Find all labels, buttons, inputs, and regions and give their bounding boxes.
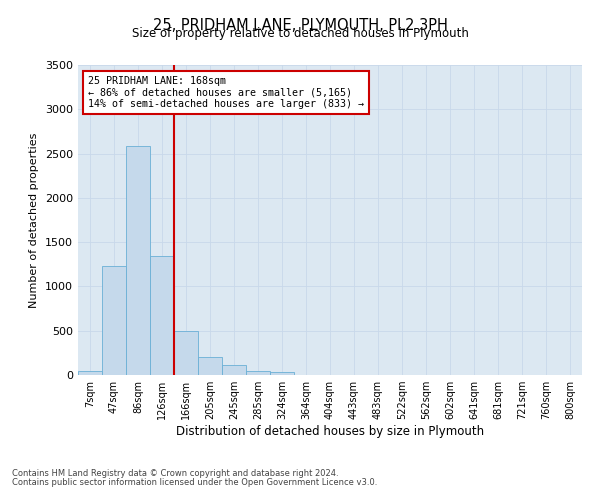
Text: Contains HM Land Registry data © Crown copyright and database right 2024.: Contains HM Land Registry data © Crown c… [12, 469, 338, 478]
X-axis label: Distribution of detached houses by size in Plymouth: Distribution of detached houses by size … [176, 425, 484, 438]
Bar [102, 266, 126, 375]
Bar [246, 370, 270, 375]
Text: Contains public sector information licensed under the Open Government Licence v3: Contains public sector information licen… [12, 478, 377, 487]
Bar [198, 358, 222, 375]
Bar [126, 146, 150, 375]
Y-axis label: Number of detached properties: Number of detached properties [29, 132, 40, 308]
Bar [270, 372, 294, 375]
Text: 25, PRIDHAM LANE, PLYMOUTH, PL2 3PH: 25, PRIDHAM LANE, PLYMOUTH, PL2 3PH [152, 18, 448, 32]
Text: Size of property relative to detached houses in Plymouth: Size of property relative to detached ho… [131, 28, 469, 40]
Text: 25 PRIDHAM LANE: 168sqm
← 86% of detached houses are smaller (5,165)
14% of semi: 25 PRIDHAM LANE: 168sqm ← 86% of detache… [88, 76, 364, 109]
Bar [150, 256, 174, 375]
Bar [78, 370, 102, 375]
Bar [222, 365, 246, 375]
Bar [174, 330, 198, 375]
